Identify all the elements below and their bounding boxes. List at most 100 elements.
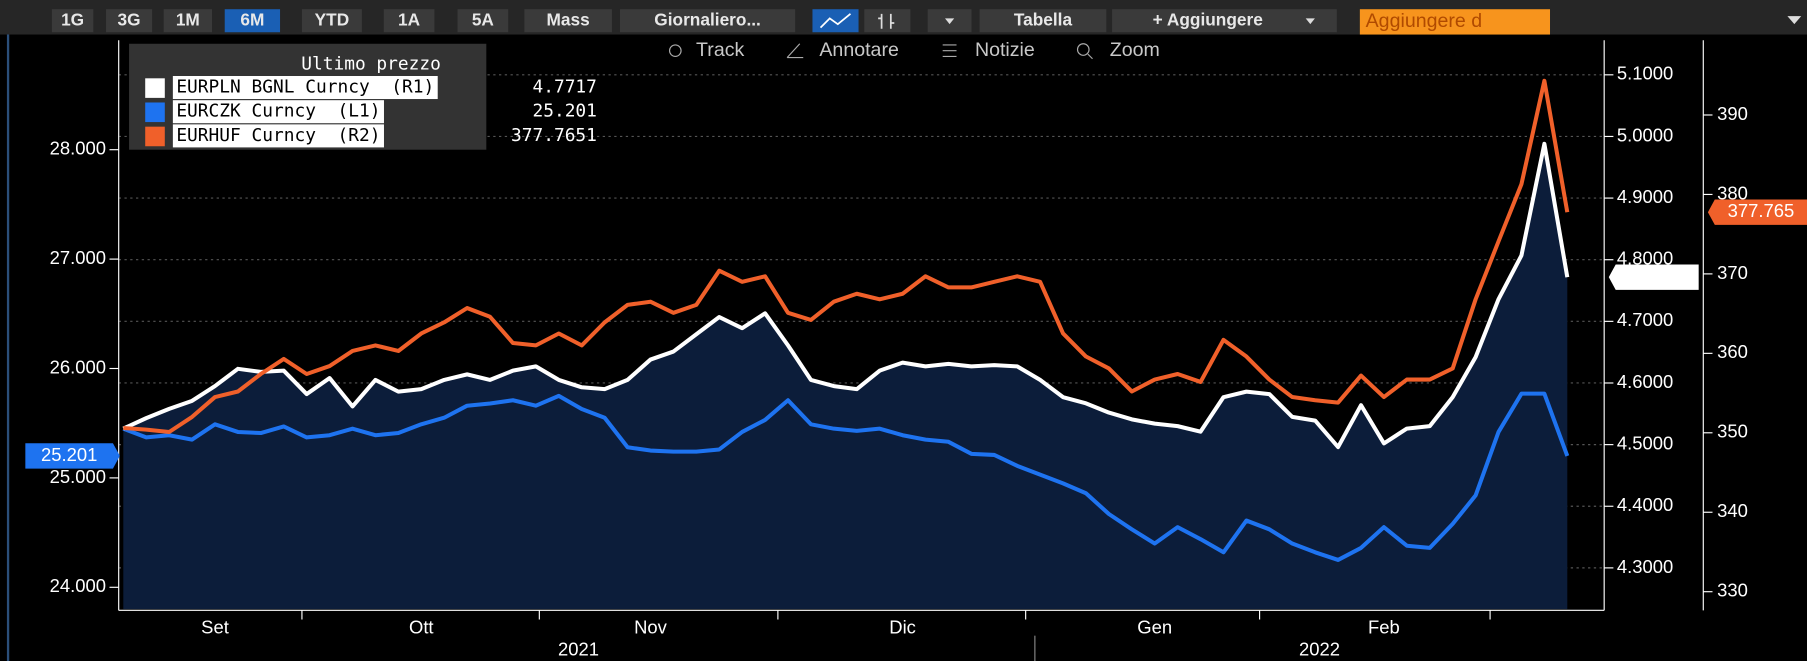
range-label[interactable]: 6M	[240, 9, 264, 29]
y-tick-label: 27.000	[50, 247, 106, 268]
tool-track[interactable]: Track	[696, 39, 744, 61]
current-value-label: 4.7717	[1629, 265, 1685, 286]
legend-swatch	[145, 78, 165, 98]
y-tick-label: 24.000	[50, 575, 106, 596]
frequency-label[interactable]: Giornaliero...	[654, 9, 761, 29]
y2-tick-label: 4.9000	[1617, 186, 1673, 207]
range-button[interactable]	[51, 9, 94, 33]
add-arrow	[1305, 18, 1315, 25]
y2-tick-label: 4.8000	[1617, 248, 1673, 269]
tool-annotate[interactable]: Annotare	[819, 39, 899, 61]
range-button[interactable]	[524, 9, 612, 33]
zoom-icon	[1076, 43, 1090, 56]
tool-zoom[interactable]: Zoom	[1110, 39, 1160, 61]
legend-name-bg	[172, 76, 438, 100]
range-label[interactable]: Mass	[547, 9, 590, 29]
range-label[interactable]: 3G	[118, 9, 141, 29]
current-value-label: 377.765	[1728, 200, 1795, 221]
y-tick-label: 28.000	[50, 138, 106, 159]
table-label[interactable]: Tabella	[1014, 9, 1073, 29]
y3-tick-label: 330	[1717, 580, 1748, 601]
legend-name: EURHUF Curncy (R2)	[176, 125, 380, 146]
y3-tick-label: 380	[1717, 182, 1748, 203]
range-label[interactable]: 5A	[472, 9, 495, 29]
add-button[interactable]	[1112, 9, 1337, 33]
y2-tick-label: 5.1000	[1617, 63, 1673, 84]
current-value-box	[25, 443, 120, 469]
add-input-text[interactable]: Aggiungere d	[1366, 10, 1483, 32]
y-tick-label: 25.000	[50, 466, 106, 487]
range-button[interactable]	[106, 9, 153, 33]
line-icon	[819, 13, 852, 29]
x-tick-label: Gen	[1137, 617, 1172, 638]
range-label[interactable]: YTD	[315, 9, 350, 29]
range-label[interactable]: 1G	[61, 9, 84, 29]
series-line	[122, 391, 1570, 562]
y-tick-label: 26.000	[50, 356, 106, 377]
ticks: 24.000 25.000 26.000 27.000 28.000 4.3000 4.40…	[50, 63, 1748, 601]
range-label[interactable]: 1A	[398, 9, 421, 29]
toolbar: 1G 3G 1M 6M YTD 1A 5A Mass	[51, 9, 612, 33]
y3-tick-label: 340	[1717, 500, 1748, 521]
legend-name-bg	[172, 100, 384, 124]
table-button[interactable]	[979, 9, 1107, 33]
x-tick-label: Set	[201, 617, 229, 638]
legend-name-bg	[172, 124, 384, 148]
add-input[interactable]	[1359, 9, 1551, 35]
menu-arrow[interactable]	[1787, 16, 1802, 25]
series-line	[123, 78, 1570, 435]
y3-tick-label: 350	[1717, 421, 1748, 442]
x-tick-label: Dic	[889, 617, 916, 638]
y2-tick-label: 4.5000	[1617, 432, 1673, 453]
legend-value: 4.7717	[532, 77, 596, 98]
range-button[interactable]	[224, 9, 281, 33]
add-label[interactable]: + Aggiungere	[1153, 9, 1264, 29]
legend-swatch	[145, 126, 165, 147]
legend: Ultimo prezzo EURPLN BGNL Curncy (R1) 4.7…	[129, 43, 597, 150]
month-separators	[301, 610, 1491, 620]
news-icon	[942, 44, 957, 58]
range-button[interactable]	[383, 9, 435, 33]
range-button[interactable]	[163, 9, 213, 33]
legend-name: EURCZK Curncy (L1)	[176, 101, 380, 122]
area	[123, 143, 1568, 610]
range-button[interactable]	[457, 9, 509, 33]
bar-icon	[878, 13, 895, 29]
x-tick-label: Ott	[409, 617, 434, 638]
plot	[118, 74, 1605, 610]
year-label: 2021	[558, 639, 599, 660]
zoom-icon-handle	[1087, 53, 1093, 60]
x-tick-label: Nov	[634, 617, 668, 638]
y2-tick-label: 4.6000	[1617, 371, 1673, 392]
y2-tick-label: 4.7000	[1617, 309, 1673, 330]
legend-title: Ultimo prezzo	[301, 53, 441, 74]
line-chart-button[interactable]	[812, 9, 859, 33]
tool-news[interactable]: Notizie	[975, 39, 1035, 61]
legend-value: 25.201	[532, 101, 596, 122]
x-tick-label: Feb	[1368, 617, 1400, 638]
legend-name: EURPLN BGNL Curncy (R1)	[176, 77, 434, 98]
y3-tick-label: 370	[1717, 262, 1748, 283]
current-value-box	[1608, 264, 1699, 290]
y2-tick-label: 4.4000	[1617, 494, 1673, 515]
y2-tick-label: 4.3000	[1617, 556, 1673, 577]
current-value-box	[1707, 199, 1807, 225]
tools-row: Track Annotare Notizie Zoom	[668, 39, 1160, 61]
range-label[interactable]: 1M	[176, 9, 200, 29]
track-icon	[668, 44, 682, 58]
legend-swatch	[145, 102, 165, 123]
series-line	[122, 141, 1570, 450]
range-button[interactable]	[301, 9, 362, 33]
annotate-icon	[786, 43, 804, 59]
frequency-button[interactable]	[620, 9, 796, 33]
y3-tick-label: 390	[1717, 103, 1748, 124]
legend-value: 377.7651	[511, 125, 597, 146]
year-label: 2022	[1299, 639, 1340, 660]
bar-chart-button[interactable]	[864, 9, 911, 33]
dropdown-arrow	[944, 18, 955, 25]
y2-tick-label: 5.0000	[1617, 124, 1673, 145]
current-value-label: 25.201	[41, 444, 97, 465]
y3-tick-label: 360	[1717, 341, 1748, 362]
